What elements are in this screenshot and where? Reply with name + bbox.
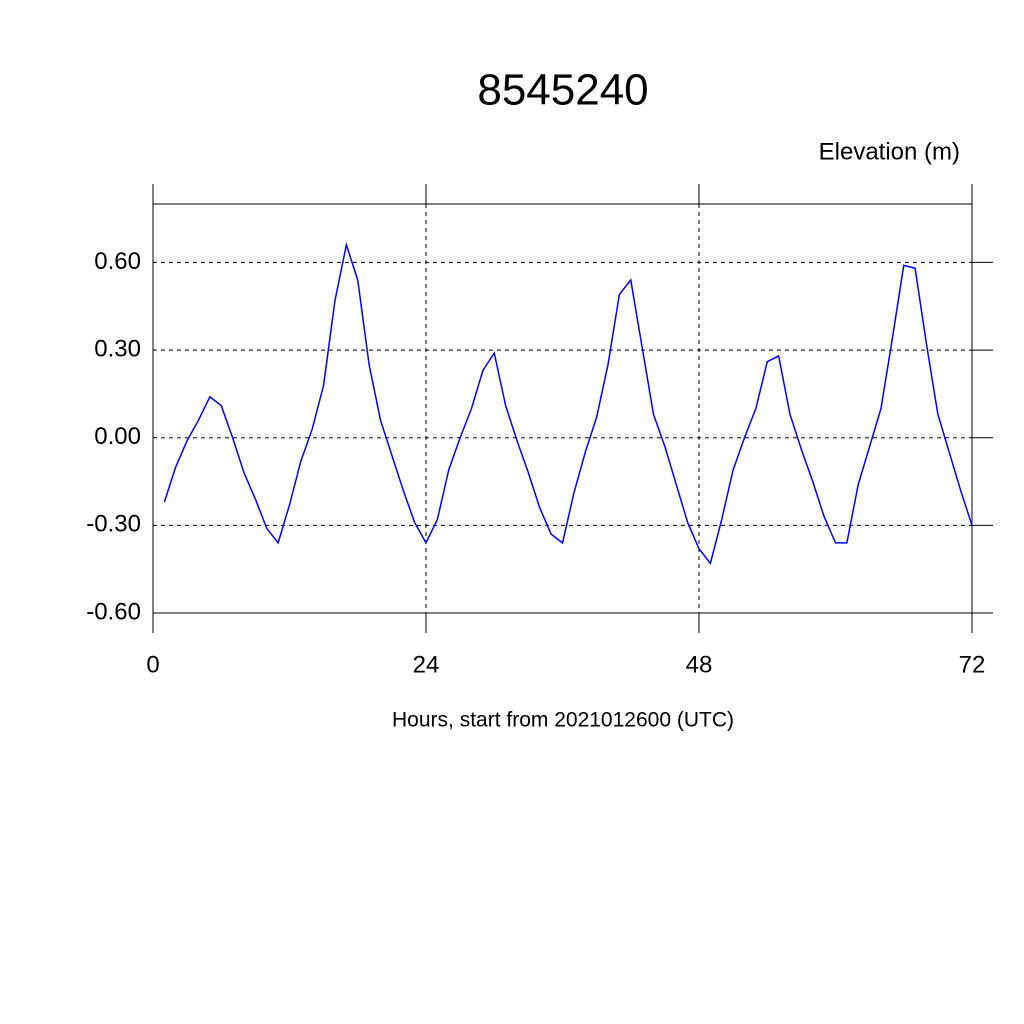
plot-frame — [152, 203, 973, 614]
x-tick-label: 48 — [686, 651, 713, 678]
y-tick-label: 0.30 — [94, 335, 141, 362]
x-tick-label: 0 — [146, 651, 159, 678]
y-tick-label: -0.60 — [86, 598, 141, 625]
x-axis-label: Hours, start from 2021012600 (UTC) — [392, 709, 734, 732]
data-line — [163, 241, 973, 565]
y-tick-label: 0.60 — [94, 248, 141, 275]
subtitle: Elevation (m) — [819, 138, 960, 165]
x-tick-label: 72 — [959, 651, 986, 678]
chart-title: 8545240 — [477, 66, 648, 115]
y-tick-label: -0.30 — [86, 511, 141, 538]
y-tick-label: 0.00 — [94, 423, 141, 450]
x-tick-label: 24 — [413, 651, 440, 678]
